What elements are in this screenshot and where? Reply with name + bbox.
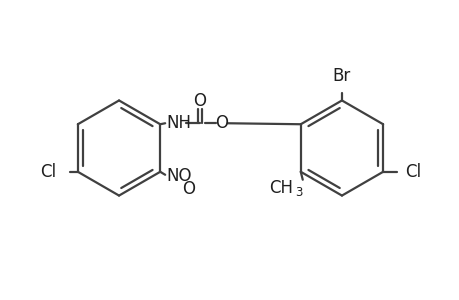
Text: NH: NH <box>166 114 191 132</box>
Text: NO: NO <box>166 167 191 185</box>
Text: Cl: Cl <box>404 163 420 181</box>
Text: O: O <box>182 180 195 198</box>
Text: O: O <box>193 92 206 110</box>
Text: Br: Br <box>332 67 350 85</box>
Text: O: O <box>215 114 228 132</box>
Text: 3: 3 <box>294 186 302 199</box>
Text: CH: CH <box>268 178 292 196</box>
Text: Cl: Cl <box>40 163 56 181</box>
